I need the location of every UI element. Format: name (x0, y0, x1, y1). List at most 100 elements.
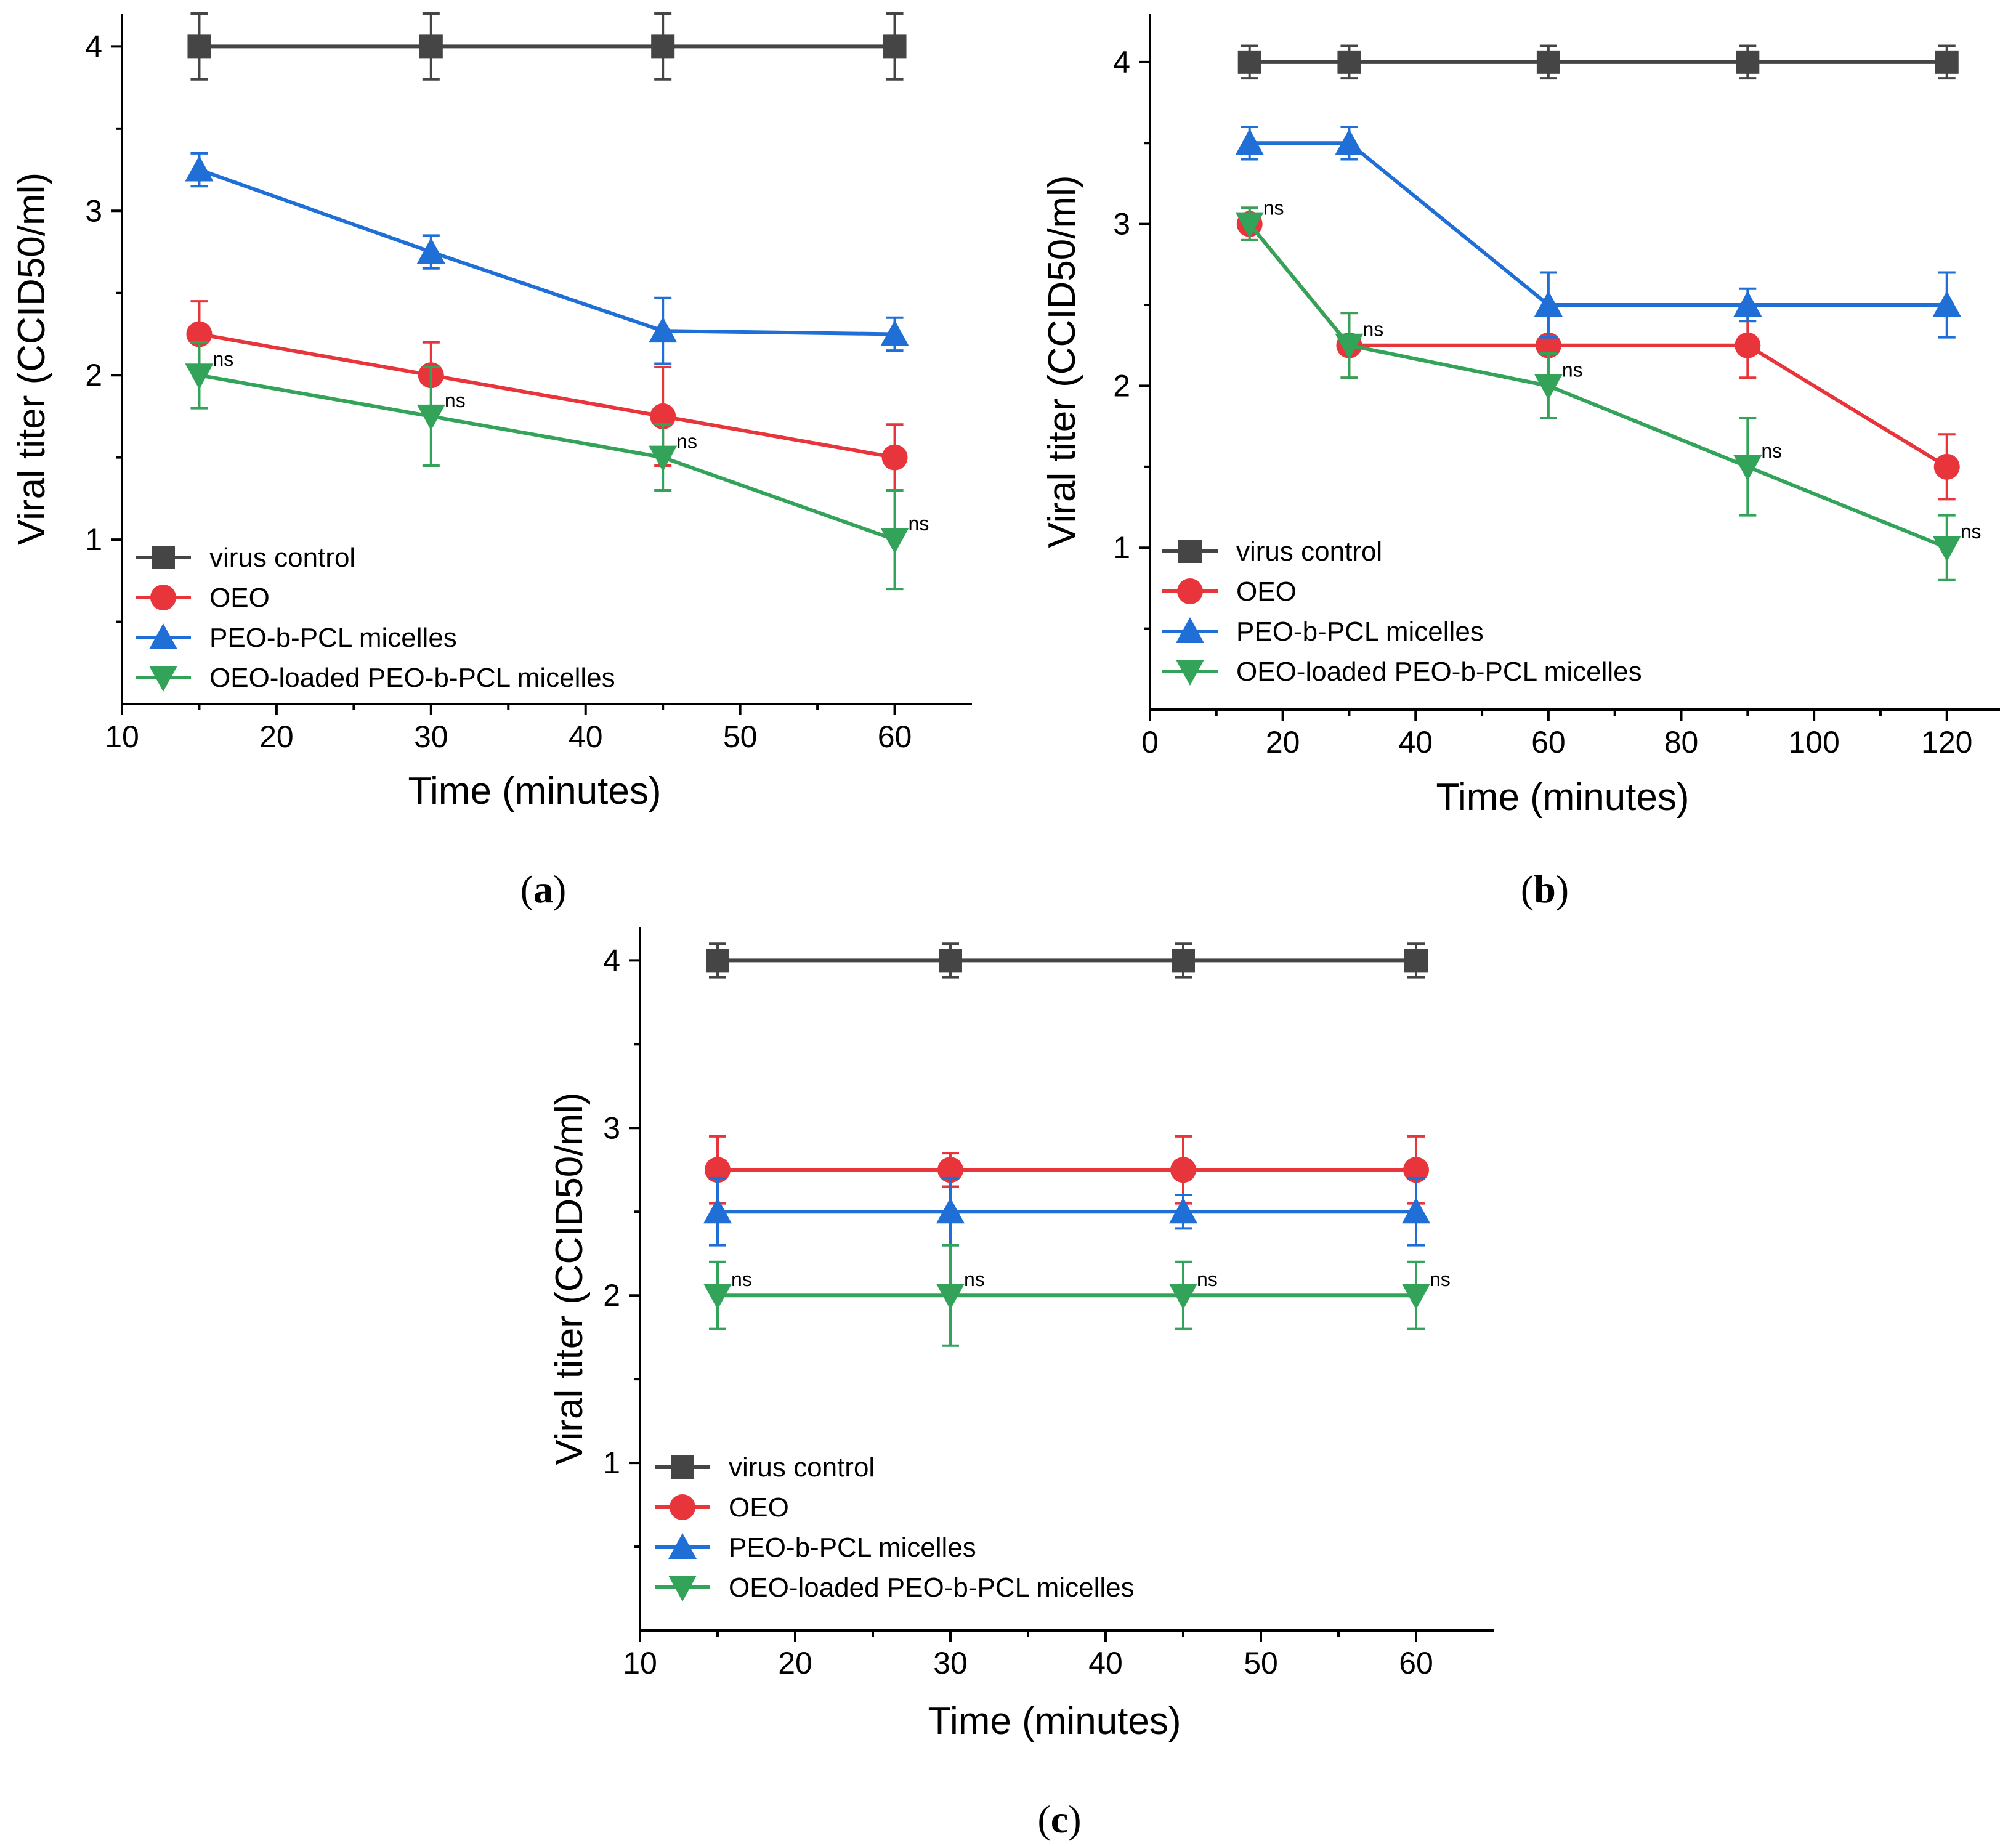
x-tick-label: 60 (878, 719, 912, 754)
x-tick-label: 50 (723, 719, 758, 754)
annotation-label: ns (445, 389, 466, 411)
legend-marker (670, 1494, 695, 1520)
data-point (1237, 50, 1261, 74)
y-tick-label: 2 (603, 1278, 620, 1313)
legend-marker (1177, 578, 1203, 604)
annotation-label: ns (731, 1268, 752, 1290)
series-virus-control (187, 12, 907, 81)
caption-c-letter: c (1051, 1797, 1068, 1841)
data-point (185, 363, 214, 390)
data-point (1535, 332, 1561, 358)
x-axis-label: Time (minutes) (928, 1700, 1181, 1743)
x-tick-label: 0 (1141, 725, 1159, 759)
data-point (416, 404, 445, 431)
y-tick-label: 1 (1113, 530, 1130, 565)
series-peo-b-pcl-micelles (1235, 125, 1961, 339)
data-point (703, 1284, 732, 1310)
series-oeo-loaded-peo-b-pcl-micelles (1235, 206, 1961, 581)
annotation-label: ns (1263, 197, 1284, 219)
y-tick-label: 3 (1113, 207, 1130, 241)
series-peo-b-pcl-micelles (185, 152, 909, 365)
legend: virus control OEO PEO-b-PCL micelles OEO-lo… (655, 1452, 1135, 1603)
data-point (1169, 1284, 1197, 1310)
legend-label: OEO (729, 1492, 789, 1523)
data-point (1733, 455, 1762, 481)
y-tick-label: 3 (85, 193, 102, 228)
legend-label: PEO-b-PCL micelles (1236, 617, 1484, 647)
panel-caption-a: (a) (520, 867, 567, 911)
data-point (651, 34, 675, 59)
data-point (1235, 212, 1264, 238)
x-tick-label: 20 (259, 719, 294, 754)
data-point (705, 1157, 731, 1183)
panel-caption-b: (b) (1521, 867, 1569, 911)
y-tick-label: 4 (603, 943, 620, 978)
y-tick-label: 2 (85, 358, 102, 392)
y-tick-label: 2 (1113, 368, 1130, 403)
chart-panel-a: 10 20 30 40 50 60 1 2 3 4 Time (minutes) Viral tite… (10, 12, 972, 812)
data-point (703, 1197, 732, 1224)
series-line (1248, 222, 1948, 549)
chart-panel-c: 10 20 30 40 50 60 1 2 3 4 Time (minutes) Viral tite… (548, 927, 1494, 1743)
x-axis-label: Time (minutes) (1436, 776, 1689, 819)
data-point (1935, 50, 1959, 74)
annotation-label: ns (1362, 318, 1383, 341)
data-point (880, 528, 909, 554)
series-oeo-loaded-peo-b-pcl-micelles (185, 341, 909, 591)
x-tick-label: 60 (1531, 725, 1566, 759)
legend-label: virus control (729, 1452, 875, 1483)
legend-label: virus control (1236, 536, 1382, 567)
legend-label: OEO-loaded PEO-b-PCL micelles (729, 1573, 1135, 1603)
data-point (186, 321, 213, 347)
data-point (1404, 949, 1428, 973)
x-tick-label: 40 (1398, 725, 1433, 759)
data-point (706, 949, 729, 973)
data-point (1932, 536, 1961, 562)
data-point (1932, 291, 1961, 317)
x-tick-label: 20 (778, 1646, 812, 1680)
legend-marker (1176, 617, 1204, 643)
data-point (1235, 129, 1264, 155)
annotation-label: ns (1197, 1268, 1218, 1290)
legend-label: virus control (209, 543, 355, 573)
data-point (185, 155, 214, 182)
annotation-label: ns (1430, 1268, 1451, 1290)
data-point (419, 34, 443, 59)
data-point (880, 320, 909, 346)
x-tick-label: 40 (1088, 1646, 1123, 1680)
caption-a-letter: a (533, 867, 553, 911)
legend-label: OEO-loaded PEO-b-PCL micelles (1236, 657, 1642, 687)
x-tick-label: 20 (1266, 725, 1300, 759)
data-point (1335, 333, 1364, 360)
legend-marker (1178, 540, 1202, 563)
data-point (937, 1157, 963, 1183)
series-line (198, 332, 896, 459)
legend-marker (668, 1576, 697, 1601)
data-point (1736, 50, 1760, 74)
series-peo-b-pcl-micelles (703, 1176, 1430, 1247)
data-point (1536, 50, 1560, 74)
x-tick-label: 80 (1664, 725, 1699, 759)
legend-marker (150, 585, 176, 610)
legend-label: OEO-loaded PEO-b-PCL micelles (209, 663, 615, 693)
panel-caption-c: (c) (1037, 1797, 1081, 1841)
y-tick-label: 3 (603, 1111, 620, 1145)
data-point (1534, 374, 1563, 400)
series-line (1249, 141, 1947, 307)
data-point (1402, 1284, 1430, 1310)
legend-label: PEO-b-PCL micelles (729, 1532, 976, 1563)
legend: virus control OEO PEO-b-PCL micelles OEO-lo… (1162, 536, 1642, 687)
data-point (1172, 949, 1195, 973)
legend: virus control OEO PEO-b-PCL micelles OEO-lo… (136, 543, 615, 693)
data-point (1402, 1197, 1430, 1224)
y-tick-label: 1 (603, 1446, 620, 1480)
annotation-label: ns (964, 1268, 985, 1290)
annotation-label: ns (909, 512, 929, 535)
data-point (939, 949, 962, 973)
series-oeo (186, 300, 908, 492)
annotation-label: ns (676, 431, 697, 453)
data-point (881, 444, 908, 471)
data-point (1169, 1197, 1197, 1224)
legend-label: OEO (209, 583, 270, 613)
legend-marker (668, 1533, 697, 1559)
